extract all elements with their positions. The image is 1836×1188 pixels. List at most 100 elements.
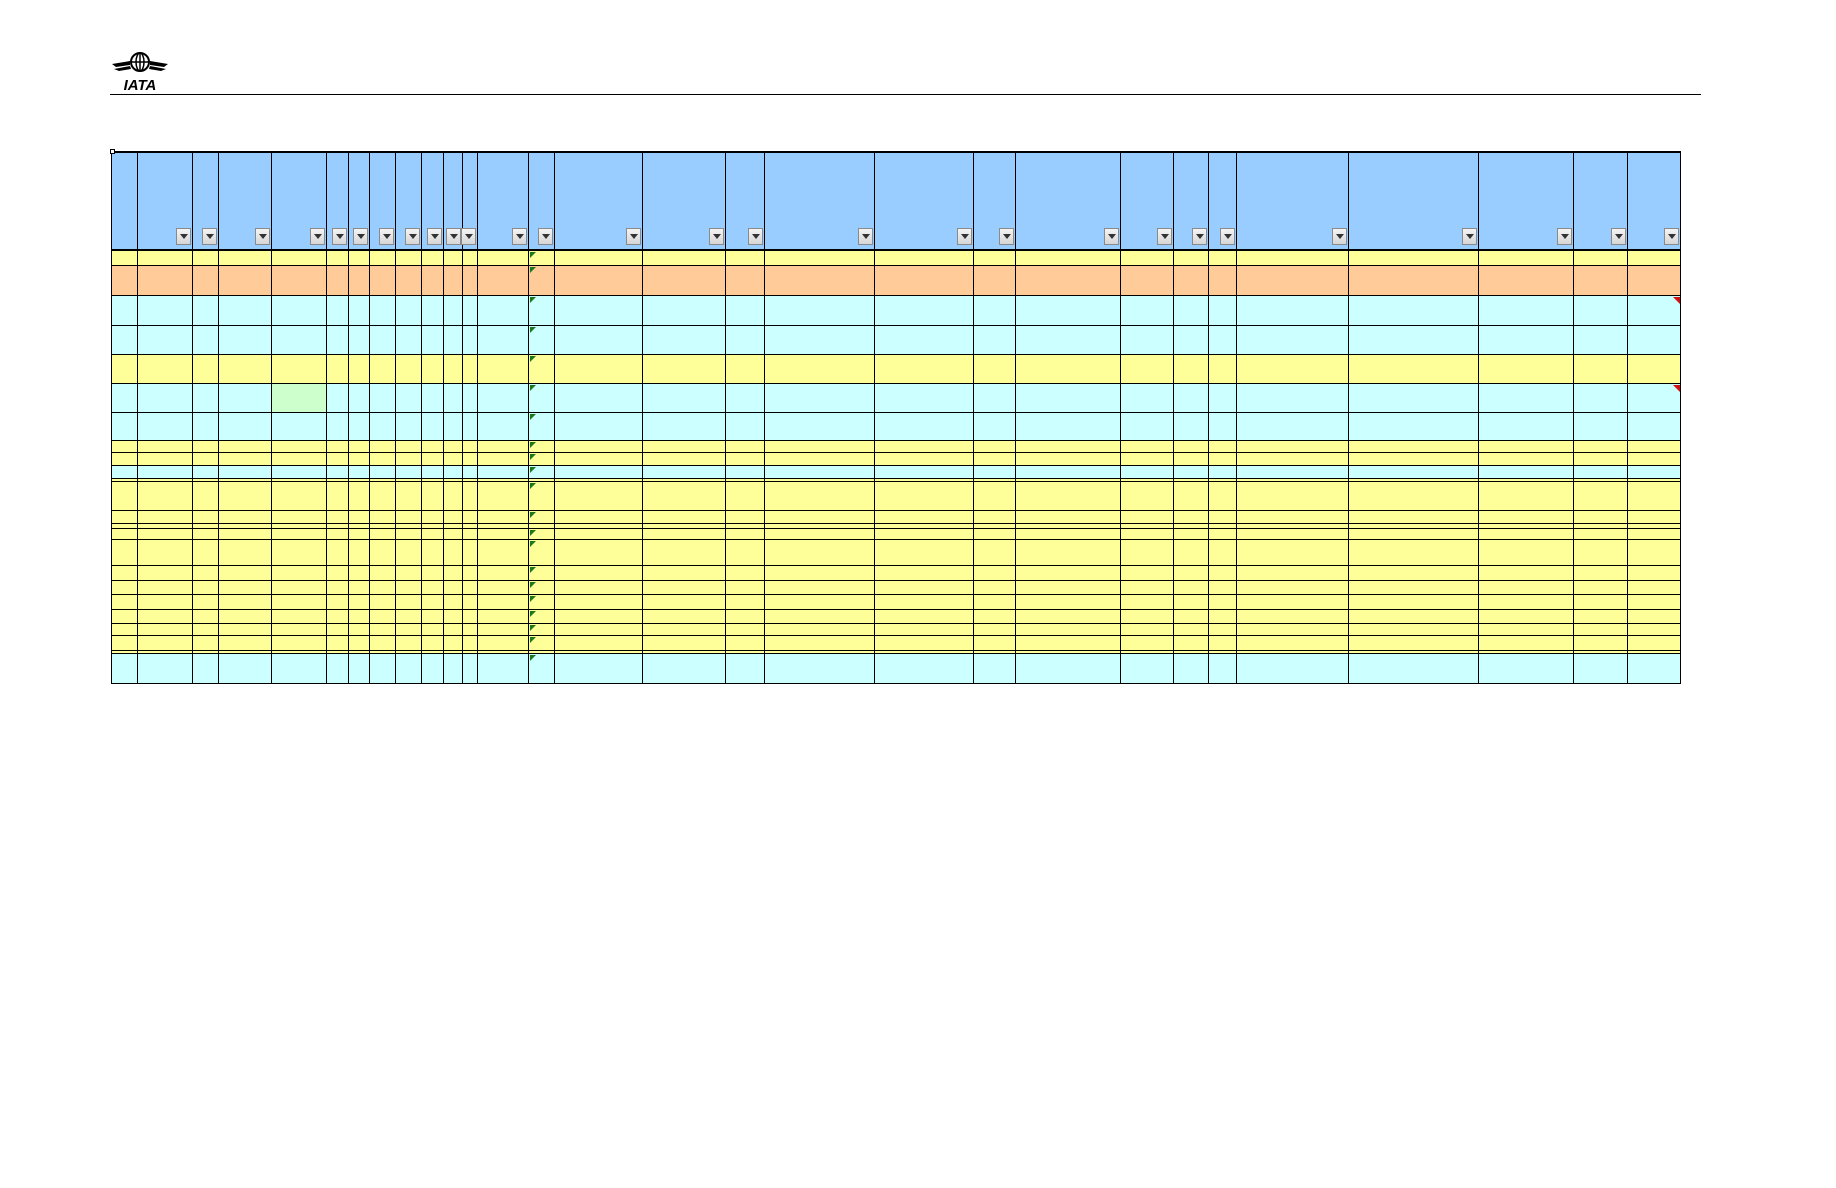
table-cell[interactable] <box>444 296 463 326</box>
table-cell[interactable] <box>272 624 327 636</box>
table-cell[interactable] <box>349 453 370 466</box>
table-cell[interactable] <box>138 466 193 479</box>
table-cell[interactable] <box>555 479 643 482</box>
table-cell[interactable] <box>1628 624 1681 636</box>
table-cell[interactable] <box>974 610 1016 624</box>
table-cell[interactable] <box>1237 595 1349 610</box>
table-cell[interactable] <box>1174 595 1209 610</box>
table-cell[interactable] <box>327 479 349 482</box>
table-cell[interactable] <box>974 636 1016 651</box>
table-cell[interactable] <box>193 524 219 529</box>
table-cell[interactable] <box>1574 453 1628 466</box>
table-cell[interactable] <box>370 251 396 266</box>
table-cell[interactable] <box>643 413 726 441</box>
table-cell[interactable] <box>463 266 478 296</box>
table-cell[interactable] <box>111 482 138 511</box>
table-cell[interactable] <box>1016 529 1121 540</box>
table-cell[interactable] <box>726 654 765 684</box>
table-cell[interactable] <box>370 636 396 651</box>
table-cell[interactable] <box>875 511 974 524</box>
table-cell[interactable] <box>422 581 444 595</box>
table-cell[interactable] <box>1209 326 1237 355</box>
table-cell[interactable] <box>138 654 193 684</box>
table-cell[interactable] <box>1628 651 1681 654</box>
table-cell[interactable] <box>111 384 138 413</box>
table-cell[interactable] <box>349 266 370 296</box>
table-cell[interactable] <box>219 566 272 581</box>
table-cell[interactable] <box>396 511 422 524</box>
table-cell[interactable] <box>974 581 1016 595</box>
table-cell[interactable] <box>726 624 765 636</box>
table-cell[interactable] <box>422 529 444 540</box>
autofilter-dropdown-icon[interactable] <box>957 228 972 245</box>
table-cell[interactable] <box>444 651 463 654</box>
table-cell[interactable] <box>478 251 529 266</box>
table-cell[interactable] <box>1628 296 1681 326</box>
table-cell[interactable] <box>478 529 529 540</box>
table-cell[interactable] <box>1121 479 1174 482</box>
table-cell[interactable] <box>463 654 478 684</box>
autofilter-dropdown-icon[interactable] <box>1157 228 1172 245</box>
table-cell[interactable] <box>1174 524 1209 529</box>
table-cell[interactable] <box>1174 654 1209 684</box>
table-cell[interactable] <box>444 453 463 466</box>
table-cell[interactable] <box>1209 610 1237 624</box>
table-cell[interactable] <box>1209 251 1237 266</box>
table-cell[interactable] <box>1209 384 1237 413</box>
table-cell[interactable] <box>974 482 1016 511</box>
table-cell[interactable] <box>478 441 529 453</box>
table-cell[interactable] <box>1209 479 1237 482</box>
table-cell[interactable] <box>272 384 327 413</box>
table-cell[interactable] <box>138 511 193 524</box>
table-cell[interactable] <box>1174 636 1209 651</box>
table-cell[interactable] <box>726 595 765 610</box>
table-cell[interactable] <box>463 581 478 595</box>
table-cell[interactable] <box>1237 479 1349 482</box>
autofilter-dropdown-icon[interactable] <box>858 228 873 245</box>
table-cell[interactable] <box>1209 651 1237 654</box>
table-cell[interactable] <box>1349 466 1479 479</box>
table-cell[interactable] <box>974 651 1016 654</box>
table-cell[interactable] <box>1016 441 1121 453</box>
table-cell[interactable] <box>1628 384 1681 413</box>
table-cell[interactable] <box>422 384 444 413</box>
table-cell[interactable] <box>219 524 272 529</box>
table-cell[interactable] <box>1016 566 1121 581</box>
table-cell[interactable] <box>1016 479 1121 482</box>
table-cell[interactable] <box>1237 482 1349 511</box>
table-cell[interactable] <box>193 610 219 624</box>
table-cell[interactable] <box>478 651 529 654</box>
table-cell[interactable] <box>765 453 875 466</box>
table-cell[interactable] <box>875 595 974 610</box>
table-cell[interactable] <box>138 453 193 466</box>
autofilter-dropdown-icon[interactable] <box>626 228 641 245</box>
table-cell[interactable] <box>726 524 765 529</box>
table-cell[interactable] <box>444 326 463 355</box>
table-cell[interactable] <box>396 482 422 511</box>
table-cell[interactable] <box>1237 624 1349 636</box>
table-cell[interactable] <box>138 413 193 441</box>
table-cell[interactable] <box>138 251 193 266</box>
table-cell[interactable] <box>370 384 396 413</box>
autofilter-dropdown-icon[interactable] <box>379 228 394 245</box>
table-cell[interactable] <box>643 326 726 355</box>
table-cell[interactable] <box>193 540 219 566</box>
table-cell[interactable] <box>765 651 875 654</box>
table-cell[interactable] <box>1479 479 1574 482</box>
table-cell[interactable] <box>349 524 370 529</box>
table-cell[interactable] <box>726 651 765 654</box>
table-cell[interactable] <box>272 413 327 441</box>
table-cell[interactable] <box>765 296 875 326</box>
table-cell[interactable] <box>327 581 349 595</box>
table-cell[interactable] <box>1479 566 1574 581</box>
table-cell[interactable] <box>1237 566 1349 581</box>
table-cell[interactable] <box>1121 651 1174 654</box>
table-cell[interactable] <box>422 355 444 384</box>
table-cell[interactable] <box>1479 355 1574 384</box>
table-cell[interactable] <box>1237 529 1349 540</box>
table-cell[interactable] <box>272 511 327 524</box>
table-cell[interactable] <box>422 636 444 651</box>
table-cell[interactable] <box>138 266 193 296</box>
table-cell[interactable] <box>327 610 349 624</box>
table-cell[interactable] <box>444 511 463 524</box>
